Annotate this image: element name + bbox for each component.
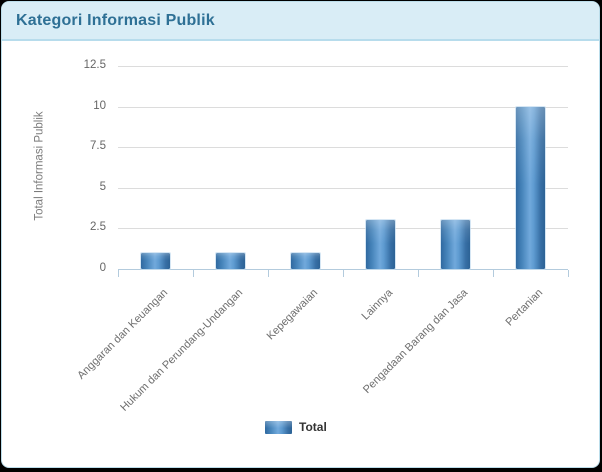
x-tick-mark xyxy=(568,270,569,277)
bar-kepegawaian[interactable] xyxy=(290,252,321,270)
x-tick-label-pengadaan-barang-dan-jasa: Pengadaan Barang dan Jasa xyxy=(360,286,471,397)
gridline-y-10 xyxy=(118,107,568,108)
bar-hukum-dan-perundang-undangan[interactable] xyxy=(215,252,246,270)
x-tick-label-hukum-dan-perundang-undangan: Hukum dan Perundang-Undangan xyxy=(118,286,246,414)
x-tick-mark xyxy=(343,270,344,277)
x-tick-label-pertanian: Pertanian xyxy=(503,286,546,329)
y-tick-label-10: 10 xyxy=(93,100,106,112)
plot-area xyxy=(118,66,568,270)
bar-pengadaan-barang-dan-jasa[interactable] xyxy=(440,219,471,270)
bar-chart: Total Informasi Publik 0 2.5 5 7.5 10 12.5 Ang… xyxy=(2,2,599,467)
y-tick-label-12.5: 12.5 xyxy=(83,59,106,71)
x-tick-mark xyxy=(193,270,194,277)
y-tick-label-0: 0 xyxy=(99,262,106,274)
x-tick-mark xyxy=(268,270,269,277)
x-tick-mark xyxy=(418,270,419,277)
legend-item-total[interactable]: Total xyxy=(265,420,327,434)
gridline-y-12.5 xyxy=(118,66,568,67)
legend-swatch-icon xyxy=(265,420,292,434)
page-title: Kategori Informasi Publik xyxy=(16,11,215,29)
bar-pertanian[interactable] xyxy=(515,106,546,270)
y-tick-label-5: 5 xyxy=(99,181,106,193)
gridline-y-2.5 xyxy=(118,228,568,229)
bar-anggaran-dan-keuangan[interactable] xyxy=(140,252,171,270)
bar-lainnya[interactable] xyxy=(365,219,396,270)
x-tick-label-anggaran-dan-keuangan: Anggaran dan Keuangan xyxy=(75,286,171,382)
legend-label: Total xyxy=(299,420,327,434)
y-tick-label-7.5: 7.5 xyxy=(90,140,106,152)
y-axis-title: Total Informasi Publik xyxy=(33,111,46,221)
x-tick-label-kepegawaian: Kepegawaian xyxy=(264,286,321,343)
gridline-y-5 xyxy=(118,188,568,189)
y-tick-label-2.5: 2.5 xyxy=(90,221,106,233)
x-tick-mark xyxy=(118,270,119,277)
card-header: Kategori Informasi Publik xyxy=(2,2,599,41)
x-tick-label-lainnya: Lainnya xyxy=(359,286,396,323)
gridline-y-7.5 xyxy=(118,147,568,148)
x-tick-mark xyxy=(493,270,494,277)
